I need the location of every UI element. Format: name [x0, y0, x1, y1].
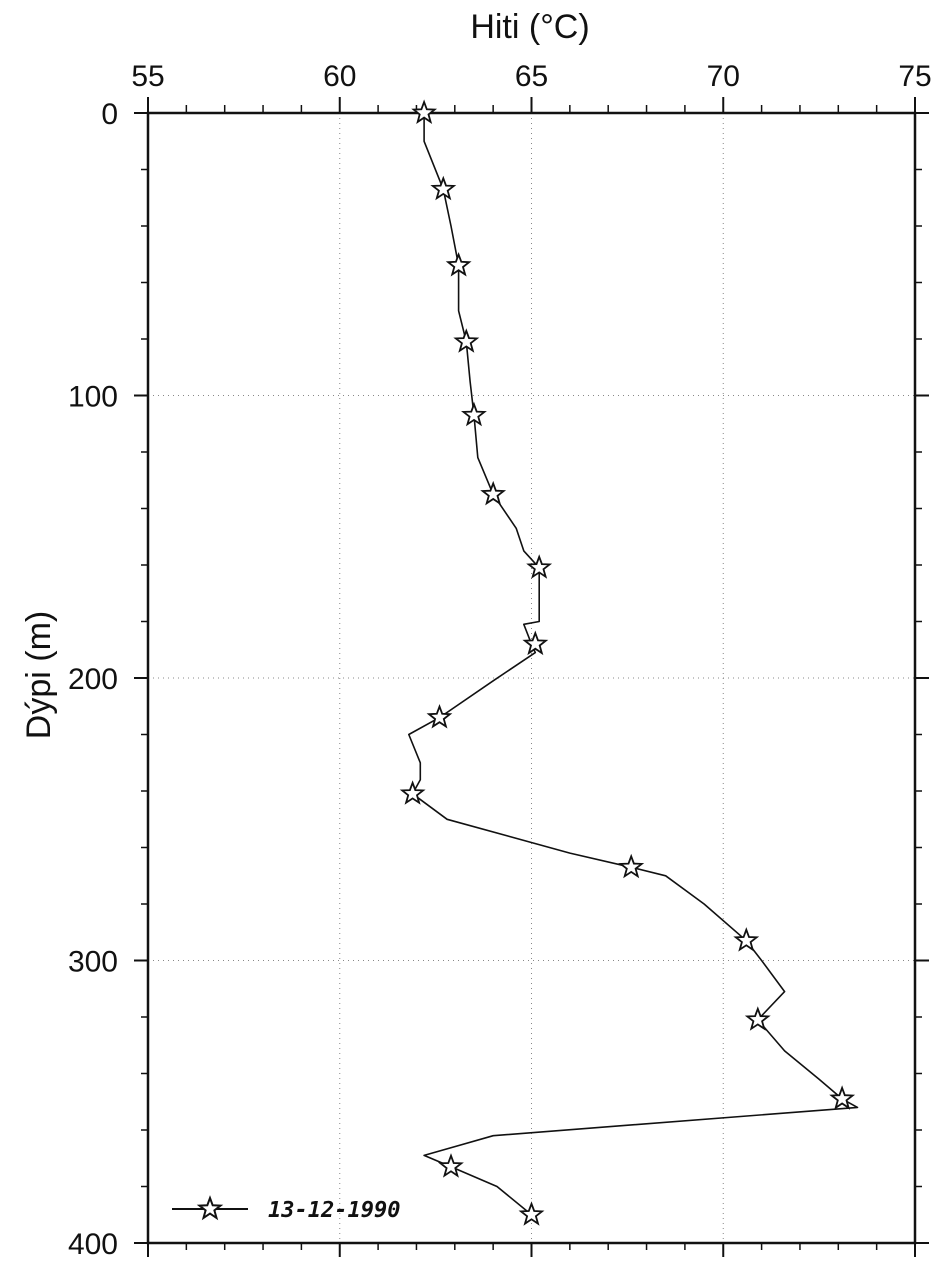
- legend: 13-12-1990: [172, 1195, 400, 1223]
- y-tick-label: 300: [68, 946, 118, 979]
- star-marker: [445, 252, 472, 277]
- x-tick-label: 75: [898, 60, 931, 93]
- star-marker: [438, 1153, 464, 1178]
- y-axis-title: Dýpi (m): [20, 611, 58, 739]
- star-marker: [461, 401, 487, 427]
- x-tick-label: 60: [323, 60, 356, 93]
- series-line: [407, 113, 859, 1216]
- star-marker: [618, 853, 645, 879]
- star-marker: [411, 99, 438, 124]
- grid-lines: [148, 113, 915, 1243]
- y-tick-label: 0: [101, 98, 118, 131]
- star-marker: [829, 1085, 856, 1110]
- x-tick-label: 55: [131, 60, 164, 93]
- legend-star-marker: [196, 1195, 224, 1221]
- y-tick-label: 100: [68, 381, 118, 414]
- x-tick-label: 70: [707, 60, 740, 93]
- star-marker: [399, 780, 426, 805]
- star-marker: [426, 704, 453, 729]
- y-tick-label: 200: [68, 663, 118, 696]
- star-marker: [430, 175, 457, 201]
- legend-label: 13-12-1990: [268, 1198, 400, 1223]
- x-tick-label: 65: [515, 60, 548, 93]
- star-marker: [480, 480, 507, 506]
- star-marker: [518, 1201, 545, 1226]
- star-marker: [522, 630, 549, 656]
- star-marker: [526, 554, 553, 579]
- series-13-12-1990: [399, 99, 859, 1226]
- x-axis-title: Hiti (°C): [470, 8, 589, 46]
- star-marker: [744, 1006, 771, 1031]
- star-marker: [453, 328, 480, 353]
- star-marker: [733, 927, 760, 952]
- y-tick-label: 400: [68, 1228, 118, 1261]
- axis-ticks: 55 60 65 70 75 0 100 200 300 400: [68, 60, 932, 1261]
